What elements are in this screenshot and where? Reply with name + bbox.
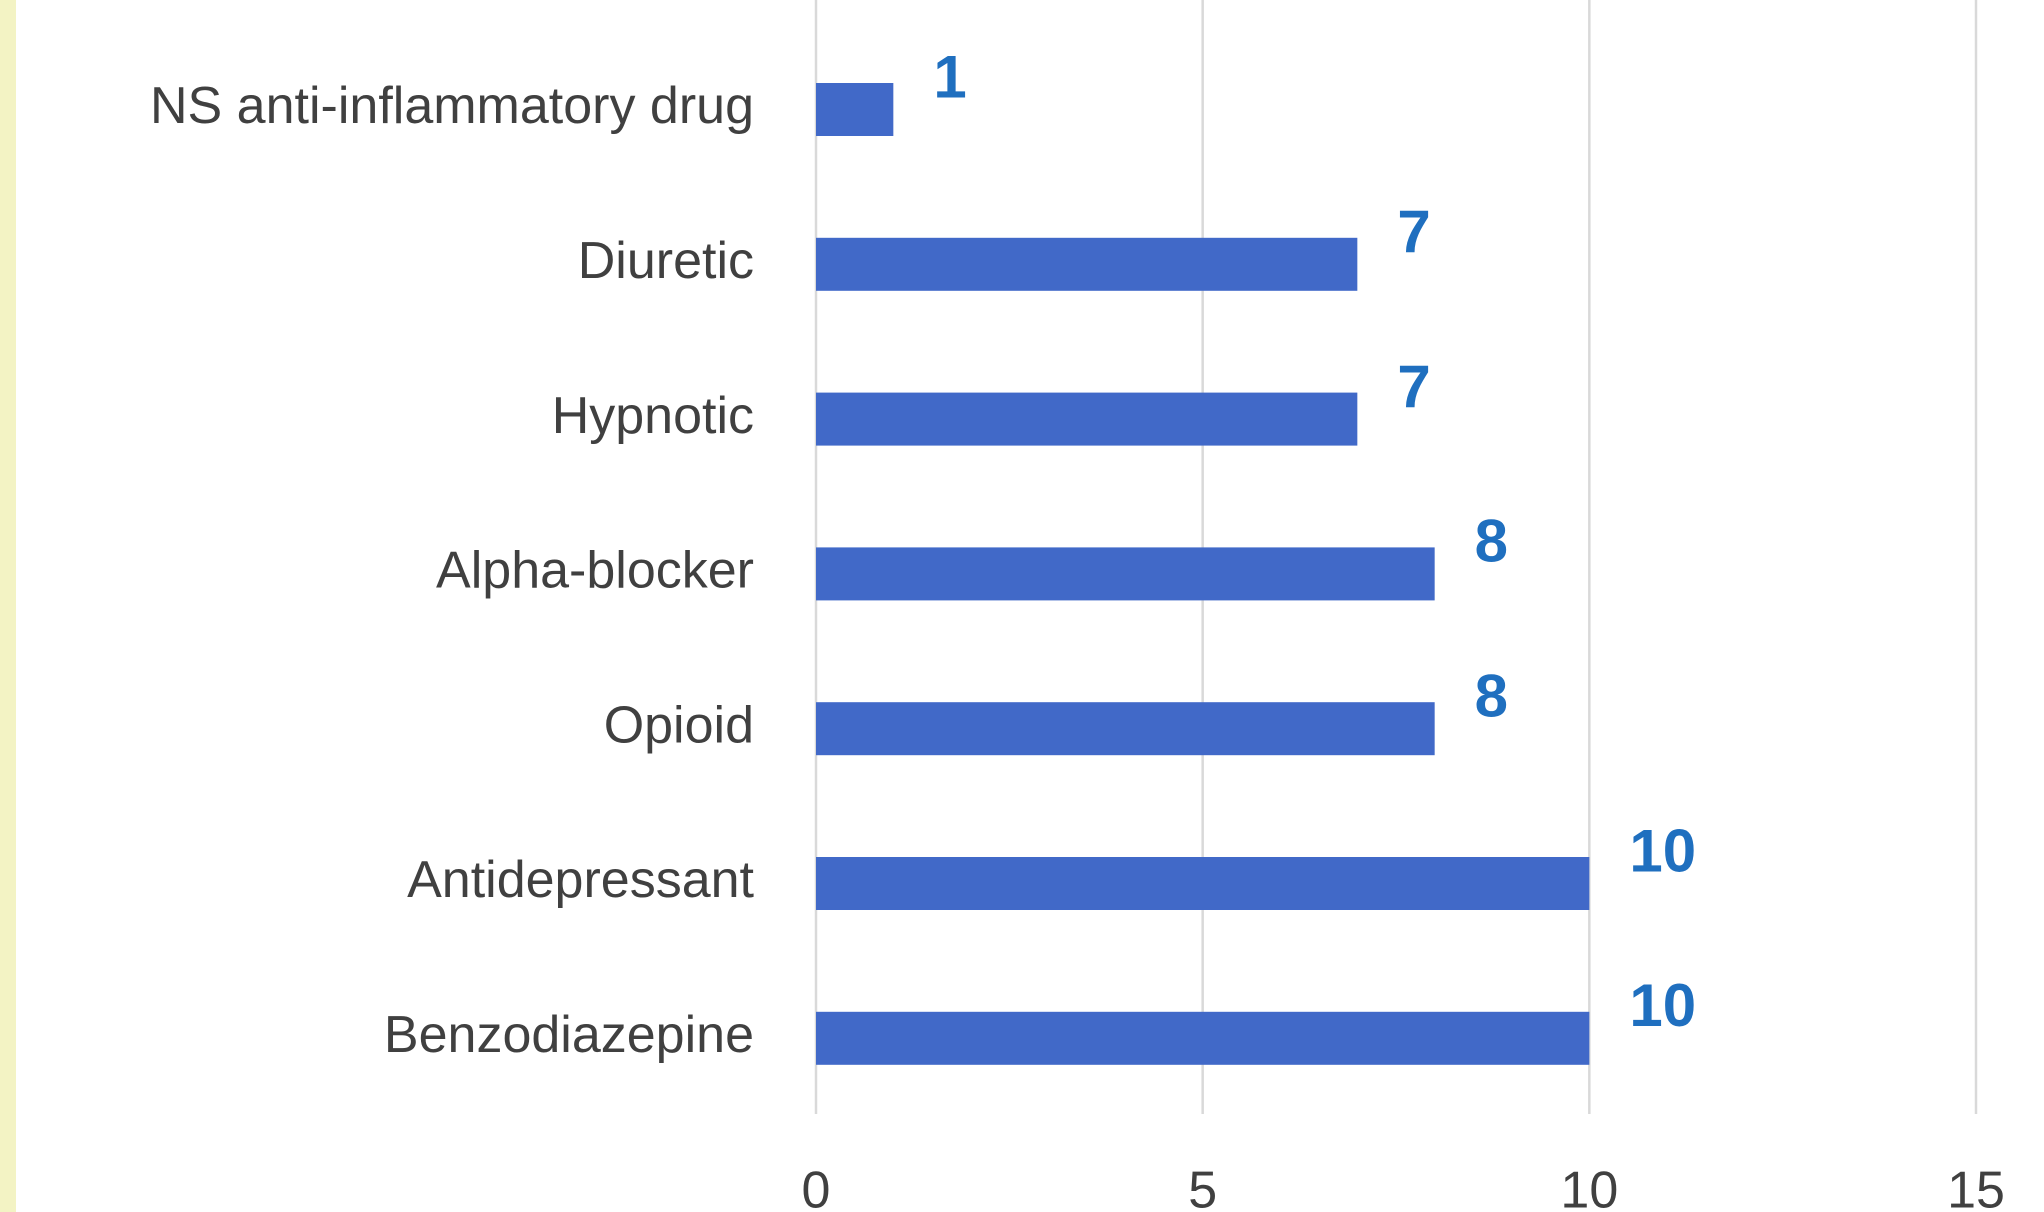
bar	[816, 392, 1358, 446]
bar	[816, 83, 894, 136]
bar	[816, 1011, 1590, 1065]
bar	[816, 702, 1435, 756]
value-label: 1	[933, 43, 966, 110]
x-tick-label: 10	[1560, 1162, 1618, 1212]
value-label: 7	[1397, 353, 1430, 420]
value-label: 7	[1397, 198, 1430, 265]
x-tick-label: 0	[802, 1162, 831, 1212]
bar	[816, 857, 1590, 910]
x-tick-label: 15	[1947, 1162, 2005, 1212]
value-label: 10	[1629, 972, 1696, 1039]
bar	[816, 237, 1358, 291]
y-tick-label: Opioid	[604, 696, 754, 754]
y-tick-label: NS anti-inflammatory drug	[150, 77, 754, 135]
value-label: 8	[1475, 663, 1508, 730]
y-tick-label: Diuretic	[578, 232, 754, 290]
value-label: 8	[1475, 508, 1508, 575]
y-tick-label: Alpha-blocker	[436, 542, 754, 600]
y-tick-label: Benzodiazepine	[384, 1006, 754, 1064]
value-label: 10	[1629, 817, 1696, 884]
y-tick-label: Hypnotic	[552, 387, 754, 445]
side-strip	[0, 0, 16, 1212]
y-tick-label: Antidepressant	[407, 851, 754, 909]
x-tick-label: 5	[1188, 1162, 1217, 1212]
bar	[816, 547, 1435, 601]
